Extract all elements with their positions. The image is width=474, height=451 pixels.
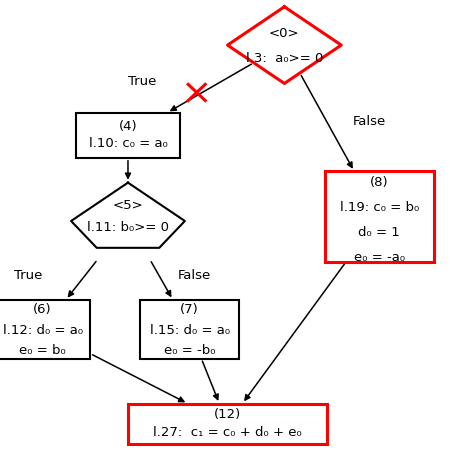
- Text: <5>: <5>: [113, 199, 143, 212]
- Text: False: False: [353, 115, 386, 128]
- Text: (7): (7): [180, 304, 199, 316]
- Text: False: False: [178, 269, 211, 281]
- Text: e₀ = b₀: e₀ = b₀: [19, 344, 66, 357]
- Text: l.10: c₀ = a₀: l.10: c₀ = a₀: [89, 137, 167, 150]
- Text: d₀ = 1: d₀ = 1: [358, 226, 400, 239]
- Text: (6): (6): [33, 304, 52, 316]
- Text: l.3:  a₀>= 0: l.3: a₀>= 0: [246, 52, 323, 65]
- Text: (12): (12): [214, 409, 241, 421]
- Bar: [140, 300, 239, 359]
- Bar: [325, 171, 434, 262]
- Text: e₀ = -a₀: e₀ = -a₀: [354, 251, 405, 263]
- Text: True: True: [14, 269, 43, 281]
- Bar: [128, 404, 327, 444]
- Text: l.19: c₀ = b₀: l.19: c₀ = b₀: [339, 201, 419, 214]
- Text: e₀ = -b₀: e₀ = -b₀: [164, 344, 215, 357]
- Text: <0>: <0>: [269, 28, 300, 40]
- Text: (4): (4): [118, 120, 137, 133]
- Text: (8): (8): [370, 176, 389, 189]
- Text: l.11: b₀>= 0: l.11: b₀>= 0: [87, 221, 169, 234]
- Text: l.27:  c₁ = c₀ + d₀ + e₀: l.27: c₁ = c₀ + d₀ + e₀: [153, 426, 302, 438]
- Text: l.15: d₀ = a₀: l.15: d₀ = a₀: [149, 324, 230, 336]
- Text: True: True: [128, 75, 156, 87]
- Bar: [0, 300, 90, 359]
- Text: l.12: d₀ = a₀: l.12: d₀ = a₀: [2, 324, 83, 336]
- Bar: [76, 113, 180, 158]
